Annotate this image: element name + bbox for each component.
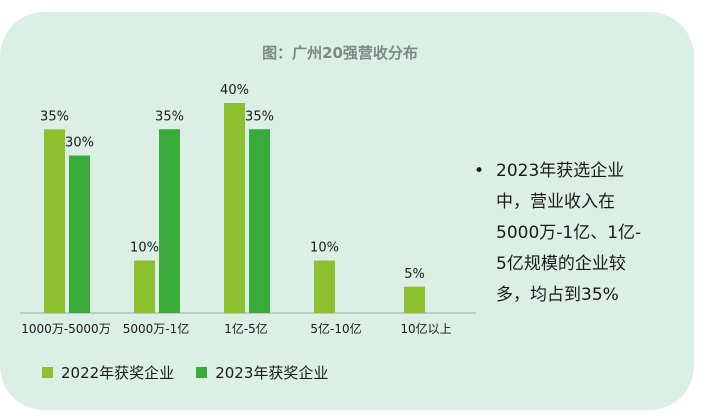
legend-swatch-2022 (42, 367, 53, 378)
bar-2022-2 (224, 103, 245, 313)
x-tick-label: 5亿-10亿 (310, 321, 361, 336)
summary-line: 多，均占到35% (496, 285, 619, 305)
summary-line: 5亿规模的企业较 (496, 254, 626, 274)
data-label-2022-2: 40% (220, 83, 249, 98)
bar-2023-2 (249, 129, 270, 313)
legend-item-2023: 2023年获奖企业 (196, 362, 328, 383)
bar-2022-1 (134, 260, 155, 313)
bar-2023-0 (69, 155, 90, 313)
x-tick-label: 1亿-5亿 (224, 321, 268, 336)
summary-line: 5000万-1亿、1亿- (496, 223, 642, 243)
data-label-2023-1: 35% (155, 109, 184, 124)
chart-legend: 2022年获奖企业 2023年获奖企业 (42, 362, 350, 383)
data-label-2023-0: 30% (65, 136, 94, 151)
x-tick-label: 5000万-1亿 (123, 321, 190, 336)
bar-2022-3 (314, 260, 335, 313)
x-tick-label: 1000万-5000万 (21, 322, 110, 336)
data-label-2022-4: 5% (404, 267, 425, 282)
x-tick-label: 10亿以上 (400, 321, 451, 336)
chart-title: 图：广州20强营收分布 (262, 44, 418, 62)
legend-swatch-2023 (196, 367, 208, 378)
bar-2022-0 (44, 129, 65, 313)
bar-2023-1 (159, 129, 180, 313)
legend-item-2022: 2022年获奖企业 (42, 362, 174, 383)
data-label-2022-0: 35% (40, 109, 69, 124)
summary-line: 2023年获选企业 (496, 161, 625, 181)
data-label-2022-1: 10% (130, 241, 159, 256)
bar-2022-4 (404, 286, 425, 313)
summary-line: 中，营业收入在 (496, 192, 615, 212)
bullet-icon: • (474, 161, 485, 181)
data-label-2023-2: 35% (245, 109, 274, 124)
data-label-2022-3: 10% (310, 241, 339, 256)
summary-note: • 2023年获选企业 中，营业收入在 5000万-1亿、1亿- 5亿规模的企业… (474, 156, 678, 311)
chart-panel (0, 12, 694, 410)
legend-label-2022: 2022年获奖企业 (61, 364, 175, 382)
legend-label-2023: 2023年获奖企业 (215, 364, 329, 382)
